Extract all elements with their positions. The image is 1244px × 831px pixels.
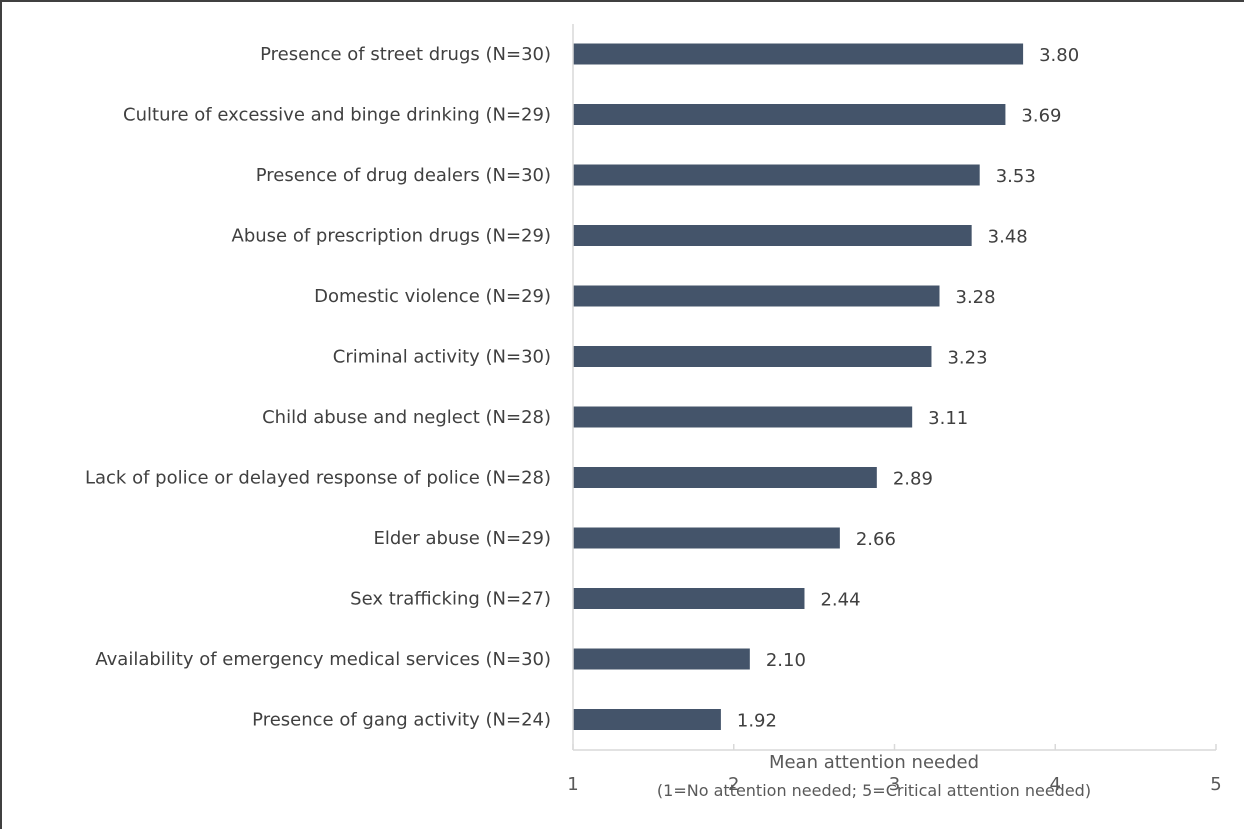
x-axis-title: Mean attention needed (769, 752, 979, 773)
category-label: Culture of excessive and binge drinking … (123, 105, 551, 126)
data-label: 1.92 (737, 711, 777, 732)
bar (573, 527, 840, 549)
x-tick-label: 2 (728, 774, 739, 795)
bar (573, 648, 750, 670)
bar (573, 225, 972, 246)
bar (573, 104, 1006, 125)
category-label: Presence of street drugs (N=30) (260, 44, 551, 65)
category-label: Abuse of prescription drugs (N=29) (232, 226, 551, 247)
category-label: Child abuse and neglect (N=28) (262, 407, 551, 428)
bar (573, 709, 721, 730)
category-label: Elder abuse (N=29) (373, 528, 551, 549)
x-axis-subtitle: (1=No attention needed; 5=Critical atten… (657, 781, 1091, 800)
data-label: 3.69 (1021, 106, 1061, 127)
bars-group (573, 43, 1024, 730)
data-label: 3.48 (988, 227, 1028, 248)
bar (573, 588, 805, 609)
data-label: 3.11 (928, 408, 968, 429)
data-label: 2.66 (856, 529, 896, 550)
data-label: 3.23 (947, 348, 987, 369)
bar (573, 285, 940, 307)
category-labels: Presence of street drugs (N=30) Culture o… (85, 44, 551, 731)
bar (573, 406, 913, 428)
bar (573, 164, 980, 186)
value-labels: 3.80 3.69 3.53 3.48 3.28 3.23 3.11 2.89 2.66 2.44… (737, 45, 1079, 732)
x-tick-label: 1 (567, 774, 578, 795)
x-axis (572, 24, 1217, 751)
data-label: 2.89 (893, 469, 933, 490)
x-tick-labels: 1 2 3 4 5 (567, 774, 1221, 795)
x-tick-label: 4 (1050, 774, 1061, 795)
data-label: 2.44 (820, 590, 860, 611)
category-label: Sex trafficking (N=27) (350, 589, 551, 610)
data-label: 3.28 (956, 287, 996, 308)
category-label: Presence of gang activity (N=24) (252, 710, 551, 731)
category-label: Criminal activity (N=30) (333, 347, 551, 368)
category-label: Availability of emergency medical servic… (95, 649, 551, 670)
bar (573, 346, 932, 367)
category-label: Presence of drug dealers (N=30) (256, 165, 551, 186)
data-label: 2.10 (766, 650, 806, 671)
data-label: 3.53 (996, 166, 1036, 187)
x-tick-label: 5 (1210, 774, 1221, 795)
x-tick-label: 3 (889, 774, 900, 795)
category-label: Lack of police or delayed response of po… (85, 468, 551, 489)
data-label: 3.80 (1039, 45, 1079, 66)
bar (573, 467, 877, 488)
bar (573, 43, 1024, 65)
category-label: Domestic violence (N=29) (314, 286, 551, 307)
